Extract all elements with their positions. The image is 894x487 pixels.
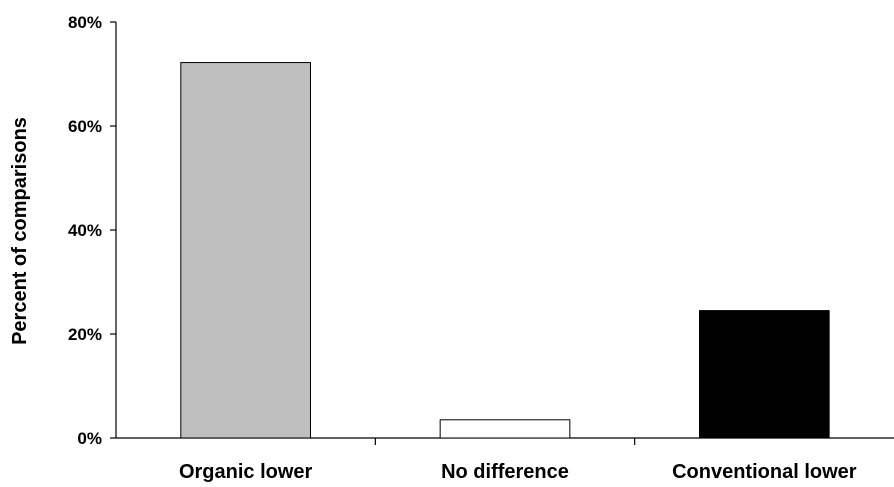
bars xyxy=(180,62,830,439)
y-axis-title: Percent of comparisons xyxy=(9,117,31,345)
y-axis: 0% 20% 40% 60% 80% xyxy=(68,13,117,448)
x-axis: Organic lower No difference Conventional l… xyxy=(116,437,894,483)
bar-conventional-lower xyxy=(699,310,830,439)
x-category-label: Organic lower xyxy=(179,461,313,483)
x-category-label: Conventional lower xyxy=(672,461,857,483)
x-category-label: No difference xyxy=(441,461,569,483)
y-tick-label: 80% xyxy=(68,13,102,32)
y-tick-label: 60% xyxy=(68,117,102,136)
bar-no-difference xyxy=(439,419,571,439)
bar-organic-lower xyxy=(180,62,311,439)
y-tick-label: 0% xyxy=(77,429,102,448)
y-tick-label: 20% xyxy=(68,325,102,344)
y-tick-label: 40% xyxy=(68,221,102,240)
